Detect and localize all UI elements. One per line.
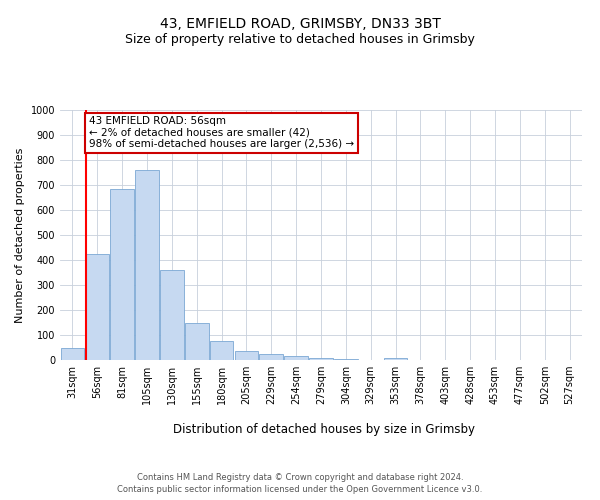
Text: Distribution of detached houses by size in Grimsby: Distribution of detached houses by size …	[173, 422, 475, 436]
Bar	[284, 356, 308, 360]
Bar	[185, 322, 209, 360]
Text: Contains public sector information licensed under the Open Government Licence v3: Contains public sector information licen…	[118, 485, 482, 494]
Bar	[110, 188, 134, 360]
Bar	[210, 341, 233, 360]
Text: 43, EMFIELD ROAD, GRIMSBY, DN33 3BT: 43, EMFIELD ROAD, GRIMSBY, DN33 3BT	[160, 18, 440, 32]
Bar	[334, 359, 358, 360]
Text: Contains HM Land Registry data © Crown copyright and database right 2024.: Contains HM Land Registry data © Crown c…	[137, 472, 463, 482]
Bar	[235, 351, 258, 360]
Bar	[85, 254, 109, 360]
Bar	[160, 270, 184, 360]
Bar	[309, 358, 333, 360]
Bar	[384, 358, 407, 360]
Bar	[259, 354, 283, 360]
Text: Size of property relative to detached houses in Grimsby: Size of property relative to detached ho…	[125, 32, 475, 46]
Y-axis label: Number of detached properties: Number of detached properties	[15, 148, 25, 322]
Bar	[135, 170, 159, 360]
Bar	[61, 348, 84, 360]
Text: 43 EMFIELD ROAD: 56sqm
← 2% of detached houses are smaller (42)
98% of semi-deta: 43 EMFIELD ROAD: 56sqm ← 2% of detached …	[89, 116, 354, 150]
